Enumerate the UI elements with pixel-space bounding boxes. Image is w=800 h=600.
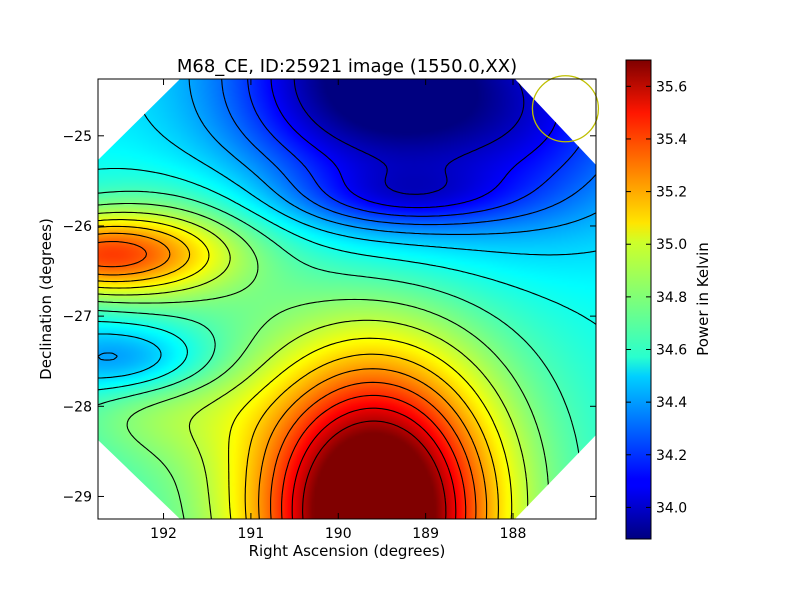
y-tick-label: −27 (62, 309, 92, 325)
y-axis-label: Declination (degrees) (37, 218, 55, 380)
y-tick-label: −25 (62, 129, 92, 145)
x-tick-label: 191 (238, 526, 265, 542)
x-tick-label: 192 (150, 526, 177, 542)
axis-ticks: 192 191 190 189 188 −25 −26 −27 −28 −29 (62, 79, 596, 542)
colorbar-tick-label: 34.8 (656, 290, 687, 306)
y-tick-label: −26 (62, 219, 92, 235)
x-tick-label: 188 (500, 526, 527, 542)
contour-path (98, 79, 596, 519)
colorbar-tick-label: 35.4 (656, 132, 687, 148)
colorbar-ticks: 34.0 34.2 34.4 34.6 34.8 35.0 35.2 35.4 35.6 (626, 79, 687, 516)
y-tick-label: −29 (62, 489, 92, 505)
colorbar-tick-label: 34.6 (656, 343, 687, 359)
y-tick-label: −28 (62, 399, 92, 415)
chart-title: M68_CE, ID:25921 image (1550.0,XX) (177, 56, 517, 77)
x-axis-label: Right Ascension (degrees) (249, 542, 446, 560)
colorbar-tick-label: 34.4 (656, 395, 687, 411)
colorbar-tick-label: 35.6 (656, 79, 687, 95)
colorbar-tick-label: 34.2 (656, 448, 687, 464)
x-tick-label: 189 (412, 526, 439, 542)
contour-lines (98, 79, 596, 519)
x-tick-label: 190 (325, 526, 352, 542)
axes-frame (97, 78, 597, 520)
colorbar (625, 59, 652, 540)
beam-circle (531, 75, 600, 143)
colorbar-label: Power in Kelvin (694, 242, 712, 356)
colorbar-tick-label: 34.0 (656, 500, 687, 516)
colorbar-tick-label: 35.2 (656, 185, 687, 201)
colorbar-tick-label: 35.0 (656, 237, 687, 253)
